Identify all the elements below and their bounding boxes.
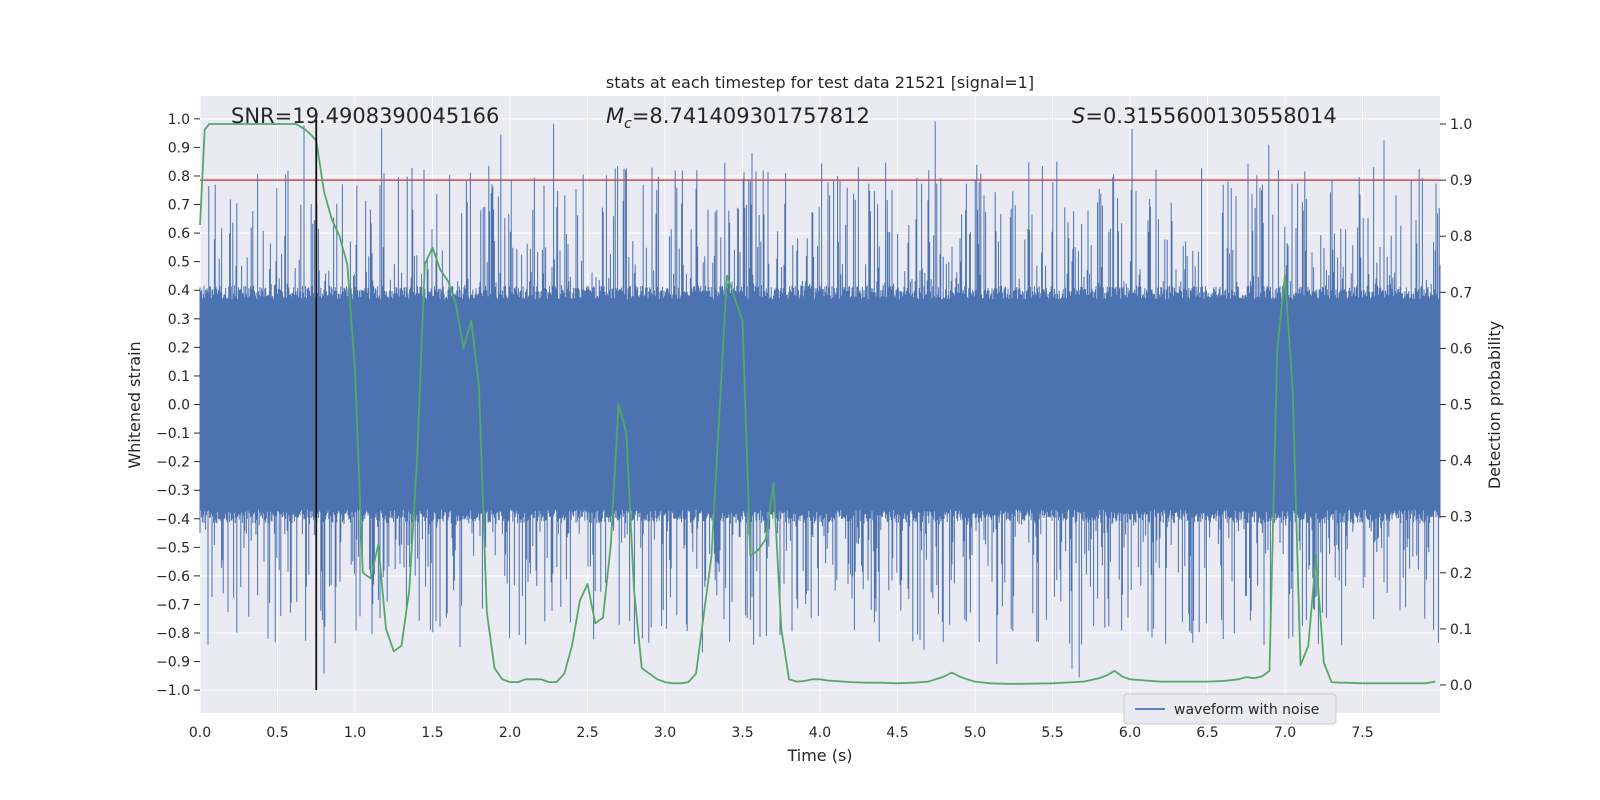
- y-left-tick-label: 0.5: [168, 255, 190, 271]
- y-left-tick-label: 0.3: [168, 312, 190, 328]
- chirp-mass-subscript: c: [624, 116, 632, 132]
- y-left-tick-label: 0.1: [168, 369, 190, 385]
- y-left-tick-label: −0.7: [156, 597, 190, 613]
- y-left-tick-label: −0.9: [156, 655, 190, 671]
- y-left-tick-label: −0.6: [156, 569, 190, 585]
- x-tick-label: 5.0: [964, 725, 986, 741]
- y-left-tick-label: −0.8: [156, 626, 190, 642]
- snr-annotation: SNR=19.4908390045166: [231, 104, 499, 128]
- chirp-mass-value: =8.741409301757812: [632, 104, 870, 128]
- x-axis-label: Time (s): [786, 746, 852, 765]
- y-left-axis-label: Whitened strain: [125, 341, 144, 468]
- x-tick-labels: 0.0 0.5 1.0 1.5 2.0 2.5 3.0 3.5 4.0 4.5 5.0 5.5 6.0 6…: [189, 725, 1374, 741]
- x-tick-label: 7.5: [1351, 725, 1373, 741]
- y-left-tick-label: 0.6: [168, 226, 190, 242]
- x-tick-label: 0.0: [189, 725, 211, 741]
- waveform-series: [199, 121, 1441, 678]
- y-right-axis-label: Detection probability: [1485, 321, 1504, 489]
- y-left-tick-label: 0.0: [168, 398, 190, 414]
- y-left-tick-label: 1.0: [168, 112, 190, 128]
- y-left-tick-labels: 1.0 0.9 0.8 0.7 0.6 0.5 0.4 0.3 0.2 0.1 0.0 −0.1 −0.…: [156, 112, 200, 699]
- x-tick-label: 4.5: [886, 725, 908, 741]
- s-annotation: S=0.3155600130558014: [1072, 104, 1337, 128]
- waveform-line: [199, 121, 1441, 678]
- probability-line: [199, 123, 1436, 685]
- x-tick-label: 7.0: [1274, 725, 1296, 741]
- s-value: =0.3155600130558014: [1085, 104, 1336, 128]
- y-right-tick-label: 0.6: [1450, 341, 1472, 357]
- x-tick-label: 1.0: [344, 725, 366, 741]
- x-tick-label: 3.5: [731, 725, 753, 741]
- y-left-tick-label: −0.4: [156, 512, 190, 528]
- y-right-tick-label: 0.3: [1450, 510, 1472, 526]
- x-tick-label: 6.0: [1119, 725, 1141, 741]
- y-left-tick-label: 0.8: [168, 169, 190, 185]
- y-left-tick-label: −0.3: [156, 483, 190, 499]
- y-right-tick-label: 0.8: [1450, 229, 1472, 245]
- y-right-tick-label: 0.2: [1450, 566, 1472, 582]
- y-right-tick-label: 1.0: [1450, 117, 1472, 133]
- legend-box: [1123, 693, 1337, 725]
- chirp-mass-annotation: Mc=8.741409301757812: [606, 104, 870, 132]
- y-left-tick-label: 0.4: [168, 283, 190, 299]
- y-right-tick-label: 0.9: [1450, 173, 1472, 189]
- y-left-tick-label: −0.5: [156, 540, 190, 556]
- legend: waveform with noise: [1123, 693, 1337, 725]
- x-tick-label: 0.5: [266, 725, 288, 741]
- x-tick-label: 4.0: [809, 725, 831, 741]
- y-right-tick-label: 0.4: [1450, 454, 1472, 470]
- y-right-tick-label: 0.7: [1450, 285, 1472, 301]
- x-tick-label: 5.5: [1041, 725, 1063, 741]
- y-left-tick-label: −0.2: [156, 455, 190, 471]
- y-left-tick-label: 0.7: [168, 198, 190, 214]
- chart-title: stats at each timestep for test data 215…: [606, 73, 1034, 92]
- legend-label: waveform with noise: [1174, 702, 1319, 718]
- x-tick-label: 1.5: [421, 725, 443, 741]
- y-right-tick-label: 0.1: [1450, 622, 1472, 638]
- chirp-mass-symbol: M: [606, 104, 624, 128]
- x-tick-label: 3.0: [654, 725, 676, 741]
- y-right-tick-label: 0.5: [1450, 398, 1472, 414]
- y-left-tick-label: −1.0: [156, 683, 190, 699]
- y-right-tick-labels: 1.0 0.9 0.8 0.7 0.6 0.5 0.4 0.3 0.2 0.1 0.0: [1440, 117, 1472, 694]
- x-tick-label: 2.5: [576, 725, 598, 741]
- x-tick-label: 2.0: [499, 725, 521, 741]
- y-right-tick-label: 0.0: [1450, 678, 1472, 694]
- x-tick-label: 6.5: [1196, 725, 1218, 741]
- y-left-tick-label: 0.9: [168, 140, 190, 156]
- s-symbol: S: [1072, 104, 1085, 128]
- y-left-tick-label: −0.1: [156, 426, 190, 442]
- y-left-tick-label: 0.2: [168, 340, 190, 356]
- probability-series: [199, 123, 1436, 685]
